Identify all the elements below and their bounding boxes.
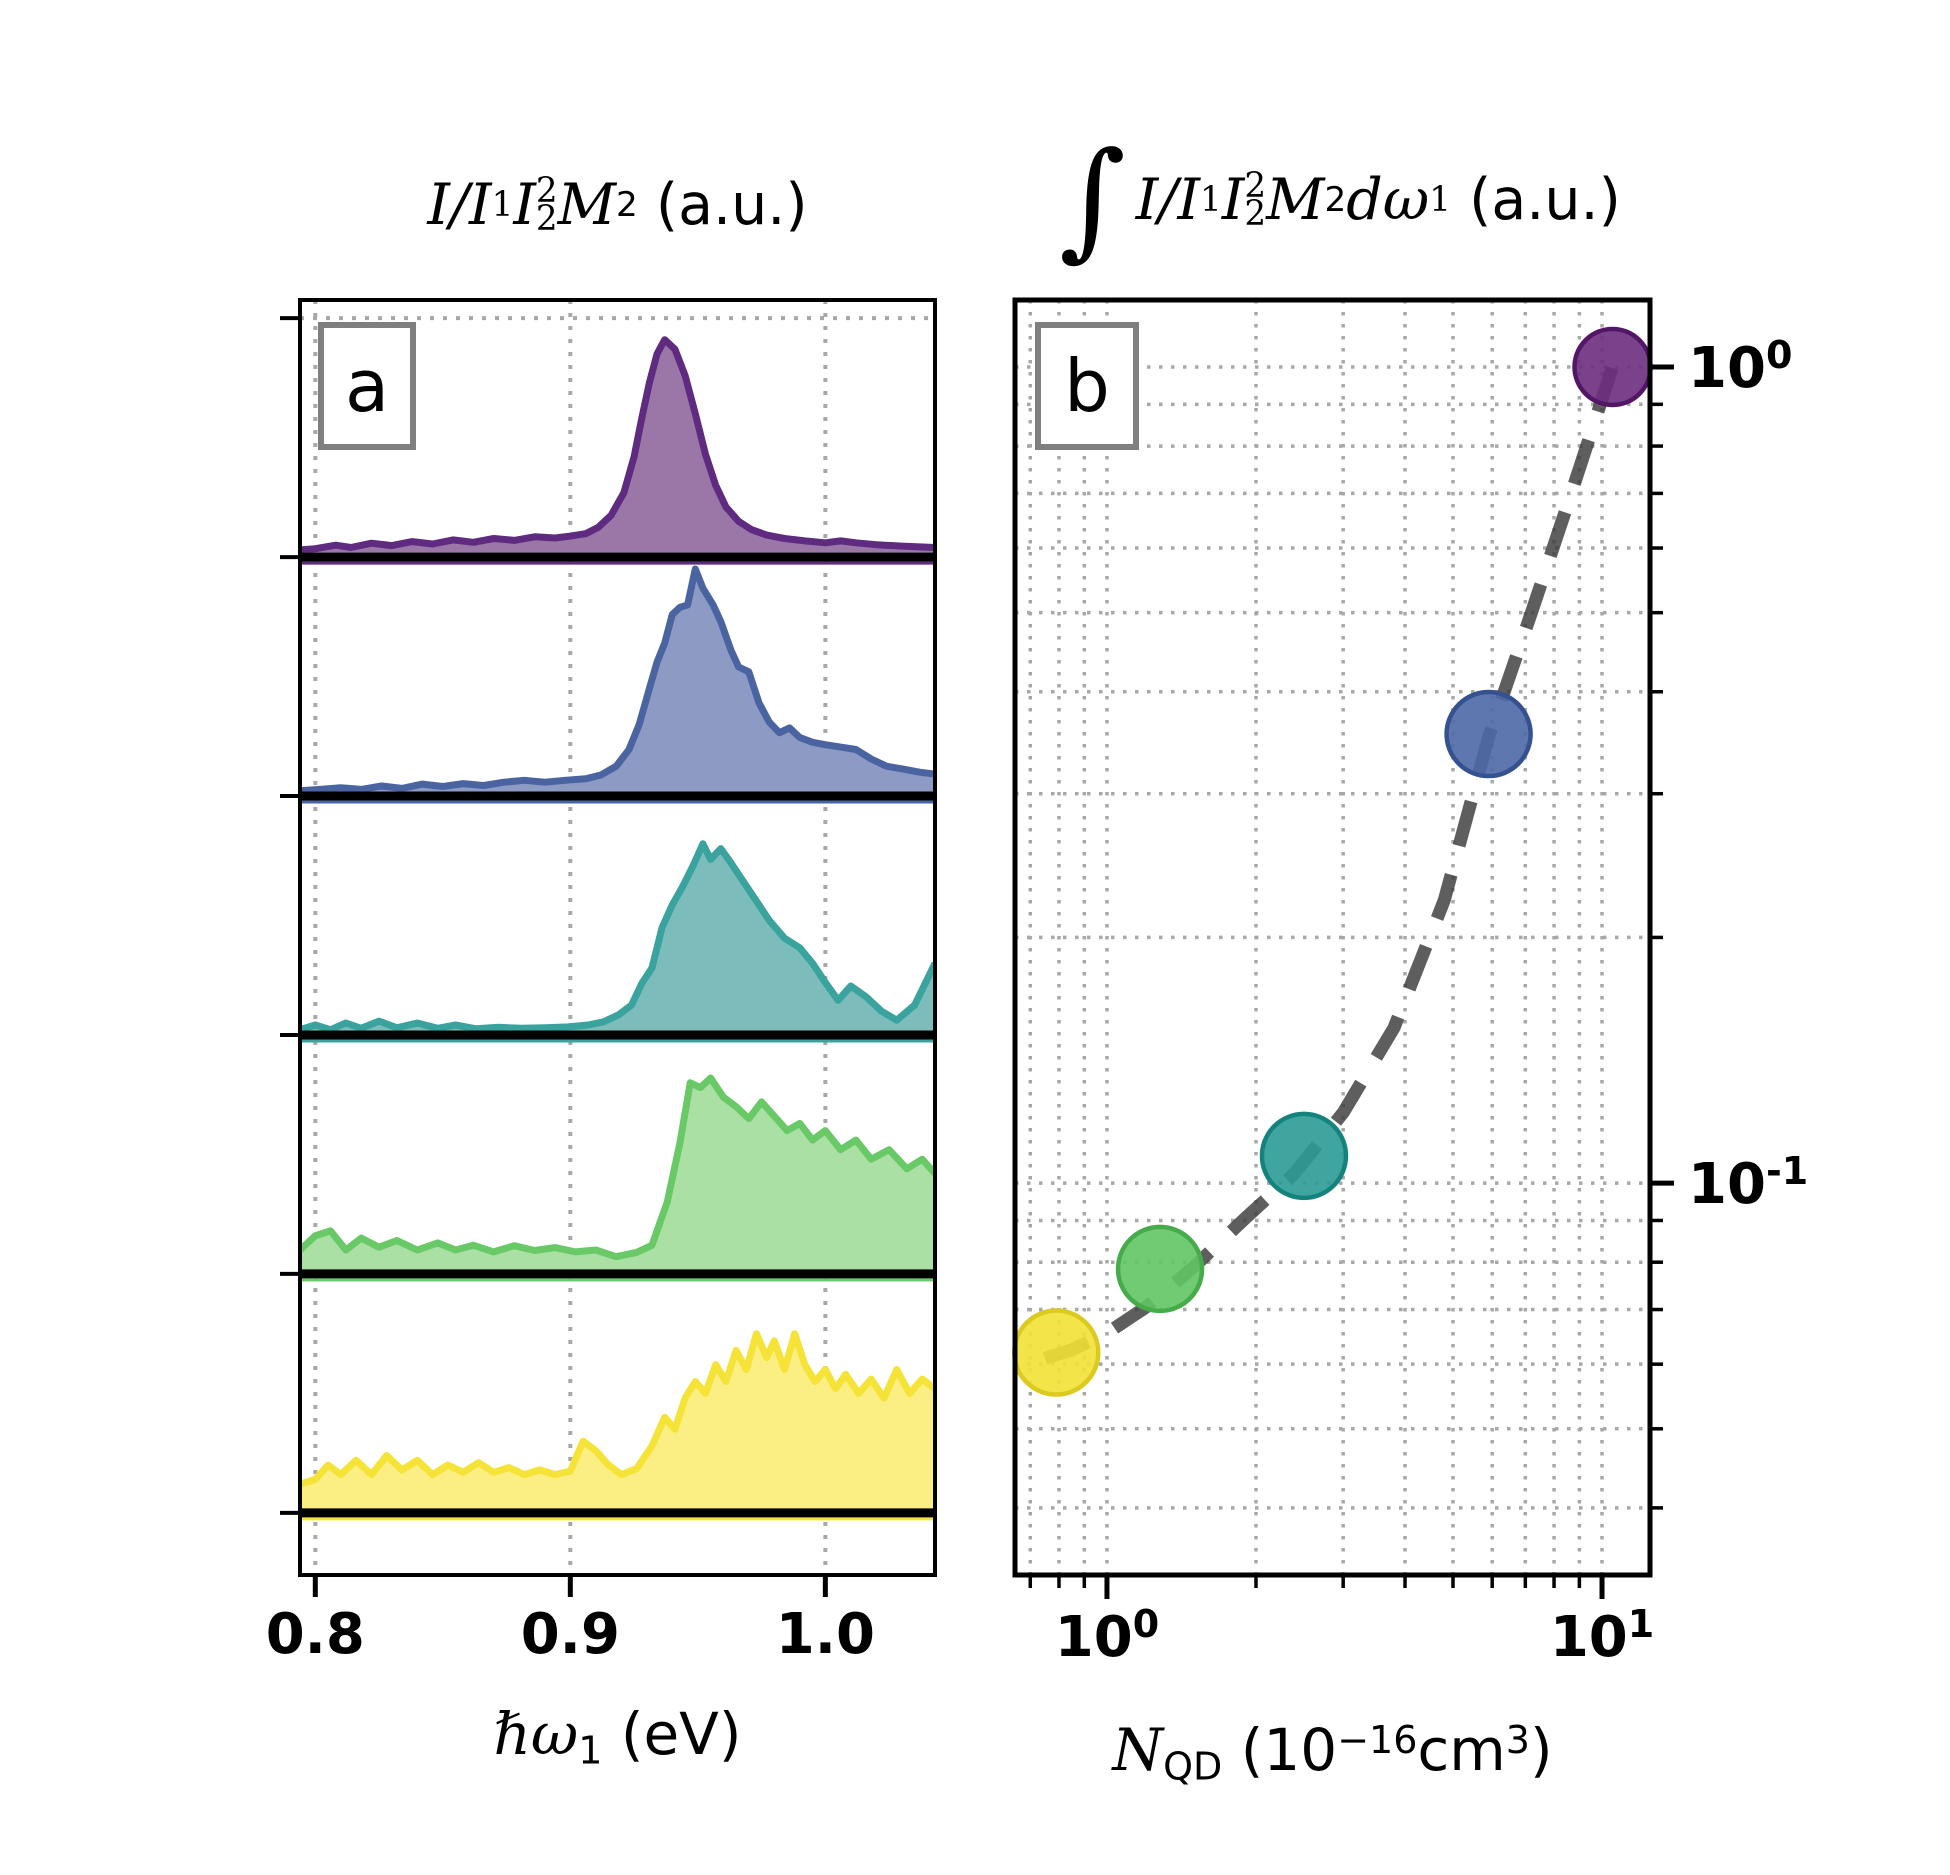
title-a-math: I/I bbox=[427, 172, 492, 238]
panel-b-spine bbox=[1012, 297, 1653, 1578]
panel-b-title: ∫ I/I 1 I 2 2 M 2 dω 1 (a.u.) bbox=[1059, 125, 1621, 274]
spectrum-purple-line bbox=[300, 336, 935, 554]
spectrum-yellow-line bbox=[300, 1330, 935, 1488]
point-green bbox=[1115, 1224, 1205, 1314]
spectrum-green-line bbox=[300, 1074, 935, 1261]
scatter-points bbox=[1012, 326, 1653, 1397]
panel-a-xtick-label: 0.8 bbox=[265, 1602, 365, 1667]
panel-b-xtick-label: 101 bbox=[1549, 1602, 1655, 1670]
point-teal bbox=[1259, 1111, 1349, 1201]
spectrum-purple-fill bbox=[300, 339, 935, 558]
fit-dashed-line bbox=[1043, 364, 1619, 1365]
title-b-math: I/I bbox=[1135, 167, 1201, 233]
panel-b-label: b bbox=[1035, 322, 1139, 450]
panel-a-title: I/I 1 I 2 2 M 2 (a.u.) bbox=[427, 170, 808, 239]
panel-a-xaxis-label: ℏω1 (eV) bbox=[493, 1700, 742, 1773]
panel-a-plot bbox=[280, 298, 937, 1597]
point-purple bbox=[1572, 326, 1653, 408]
panel-b-xtick-label: 100 bbox=[1054, 1602, 1160, 1670]
spectrum-teal-line bbox=[300, 840, 935, 1034]
title-b-unit: (a.u.) bbox=[1469, 167, 1621, 233]
point-yellow bbox=[1012, 1308, 1101, 1397]
panel-b-ytick-label: 100 bbox=[1688, 332, 1793, 401]
title-a-unit bbox=[638, 172, 656, 238]
spectrum-blue-line bbox=[300, 565, 935, 795]
panel-b-gridlines bbox=[1015, 300, 1650, 1575]
spectrum-blue-fill bbox=[300, 569, 935, 796]
panel-a-xtick-label: 1.0 bbox=[775, 1602, 875, 1667]
panel-b-xaxis-label: NQD (10−16cm3) bbox=[1112, 1716, 1553, 1789]
panel-b-ytick-label: 10-1 bbox=[1688, 1149, 1809, 1218]
integral-symbol: ∫ bbox=[1059, 125, 1126, 274]
panel-b-ticks bbox=[1028, 364, 1674, 1599]
panel-a-label: a bbox=[318, 322, 416, 450]
panel-b-plot bbox=[1012, 297, 1674, 1599]
spectrum-yellow-fill bbox=[300, 1333, 935, 1513]
spectra-group bbox=[300, 336, 935, 1521]
spectrum-green-fill bbox=[300, 1078, 935, 1274]
panel-a-ticks bbox=[280, 316, 828, 1597]
panel-a-spine bbox=[298, 298, 937, 1577]
spectrum-teal-fill bbox=[300, 843, 935, 1035]
point-blue bbox=[1444, 689, 1533, 779]
panel-a-xtick-label: 0.9 bbox=[520, 1602, 620, 1667]
